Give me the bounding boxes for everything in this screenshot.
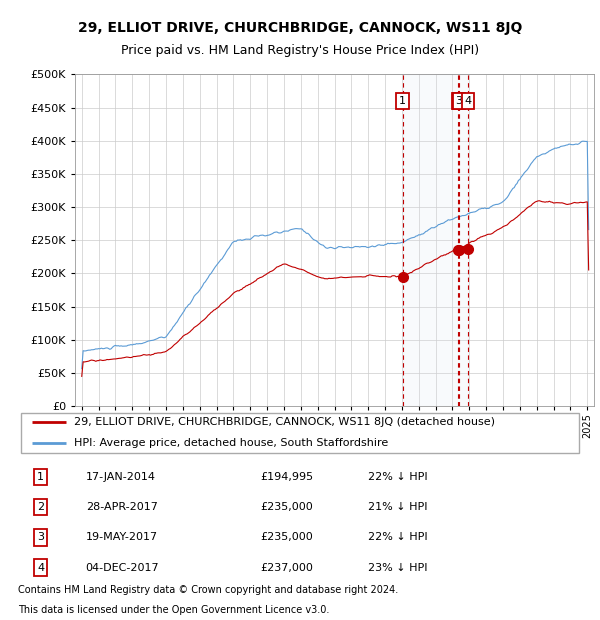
Text: 1: 1 [399,96,406,106]
Text: 22% ↓ HPI: 22% ↓ HPI [368,472,427,482]
Text: 2: 2 [454,96,461,106]
Text: 29, ELLIOT DRIVE, CHURCHBRIDGE, CANNOCK, WS11 8JQ: 29, ELLIOT DRIVE, CHURCHBRIDGE, CANNOCK,… [78,21,522,35]
Text: Contains HM Land Registry data © Crown copyright and database right 2024.: Contains HM Land Registry data © Crown c… [18,585,398,595]
FancyBboxPatch shape [21,414,579,453]
Text: £235,000: £235,000 [260,502,313,512]
Text: 4: 4 [37,562,44,573]
Text: 19-MAY-2017: 19-MAY-2017 [86,533,158,542]
Text: £237,000: £237,000 [260,562,313,573]
Text: £235,000: £235,000 [260,533,313,542]
Text: 3: 3 [455,96,463,106]
Text: 2: 2 [37,502,44,512]
Text: 28-APR-2017: 28-APR-2017 [86,502,158,512]
Text: 21% ↓ HPI: 21% ↓ HPI [368,502,427,512]
Text: This data is licensed under the Open Government Licence v3.0.: This data is licensed under the Open Gov… [18,604,329,614]
Bar [403,74,468,406]
Text: 17-JAN-2014: 17-JAN-2014 [86,472,155,482]
Text: 3: 3 [37,533,44,542]
Text: 1: 1 [37,472,44,482]
Text: HPI: Average price, detached house, South Staffordshire: HPI: Average price, detached house, Sout… [74,438,389,448]
Text: 4: 4 [464,96,472,106]
Text: £194,995: £194,995 [260,472,314,482]
Text: 23% ↓ HPI: 23% ↓ HPI [368,562,427,573]
Text: Price paid vs. HM Land Registry's House Price Index (HPI): Price paid vs. HM Land Registry's House … [121,45,479,57]
Text: 22% ↓ HPI: 22% ↓ HPI [368,533,427,542]
Text: 04-DEC-2017: 04-DEC-2017 [86,562,160,573]
Text: 29, ELLIOT DRIVE, CHURCHBRIDGE, CANNOCK, WS11 8JQ (detached house): 29, ELLIOT DRIVE, CHURCHBRIDGE, CANNOCK,… [74,417,496,427]
